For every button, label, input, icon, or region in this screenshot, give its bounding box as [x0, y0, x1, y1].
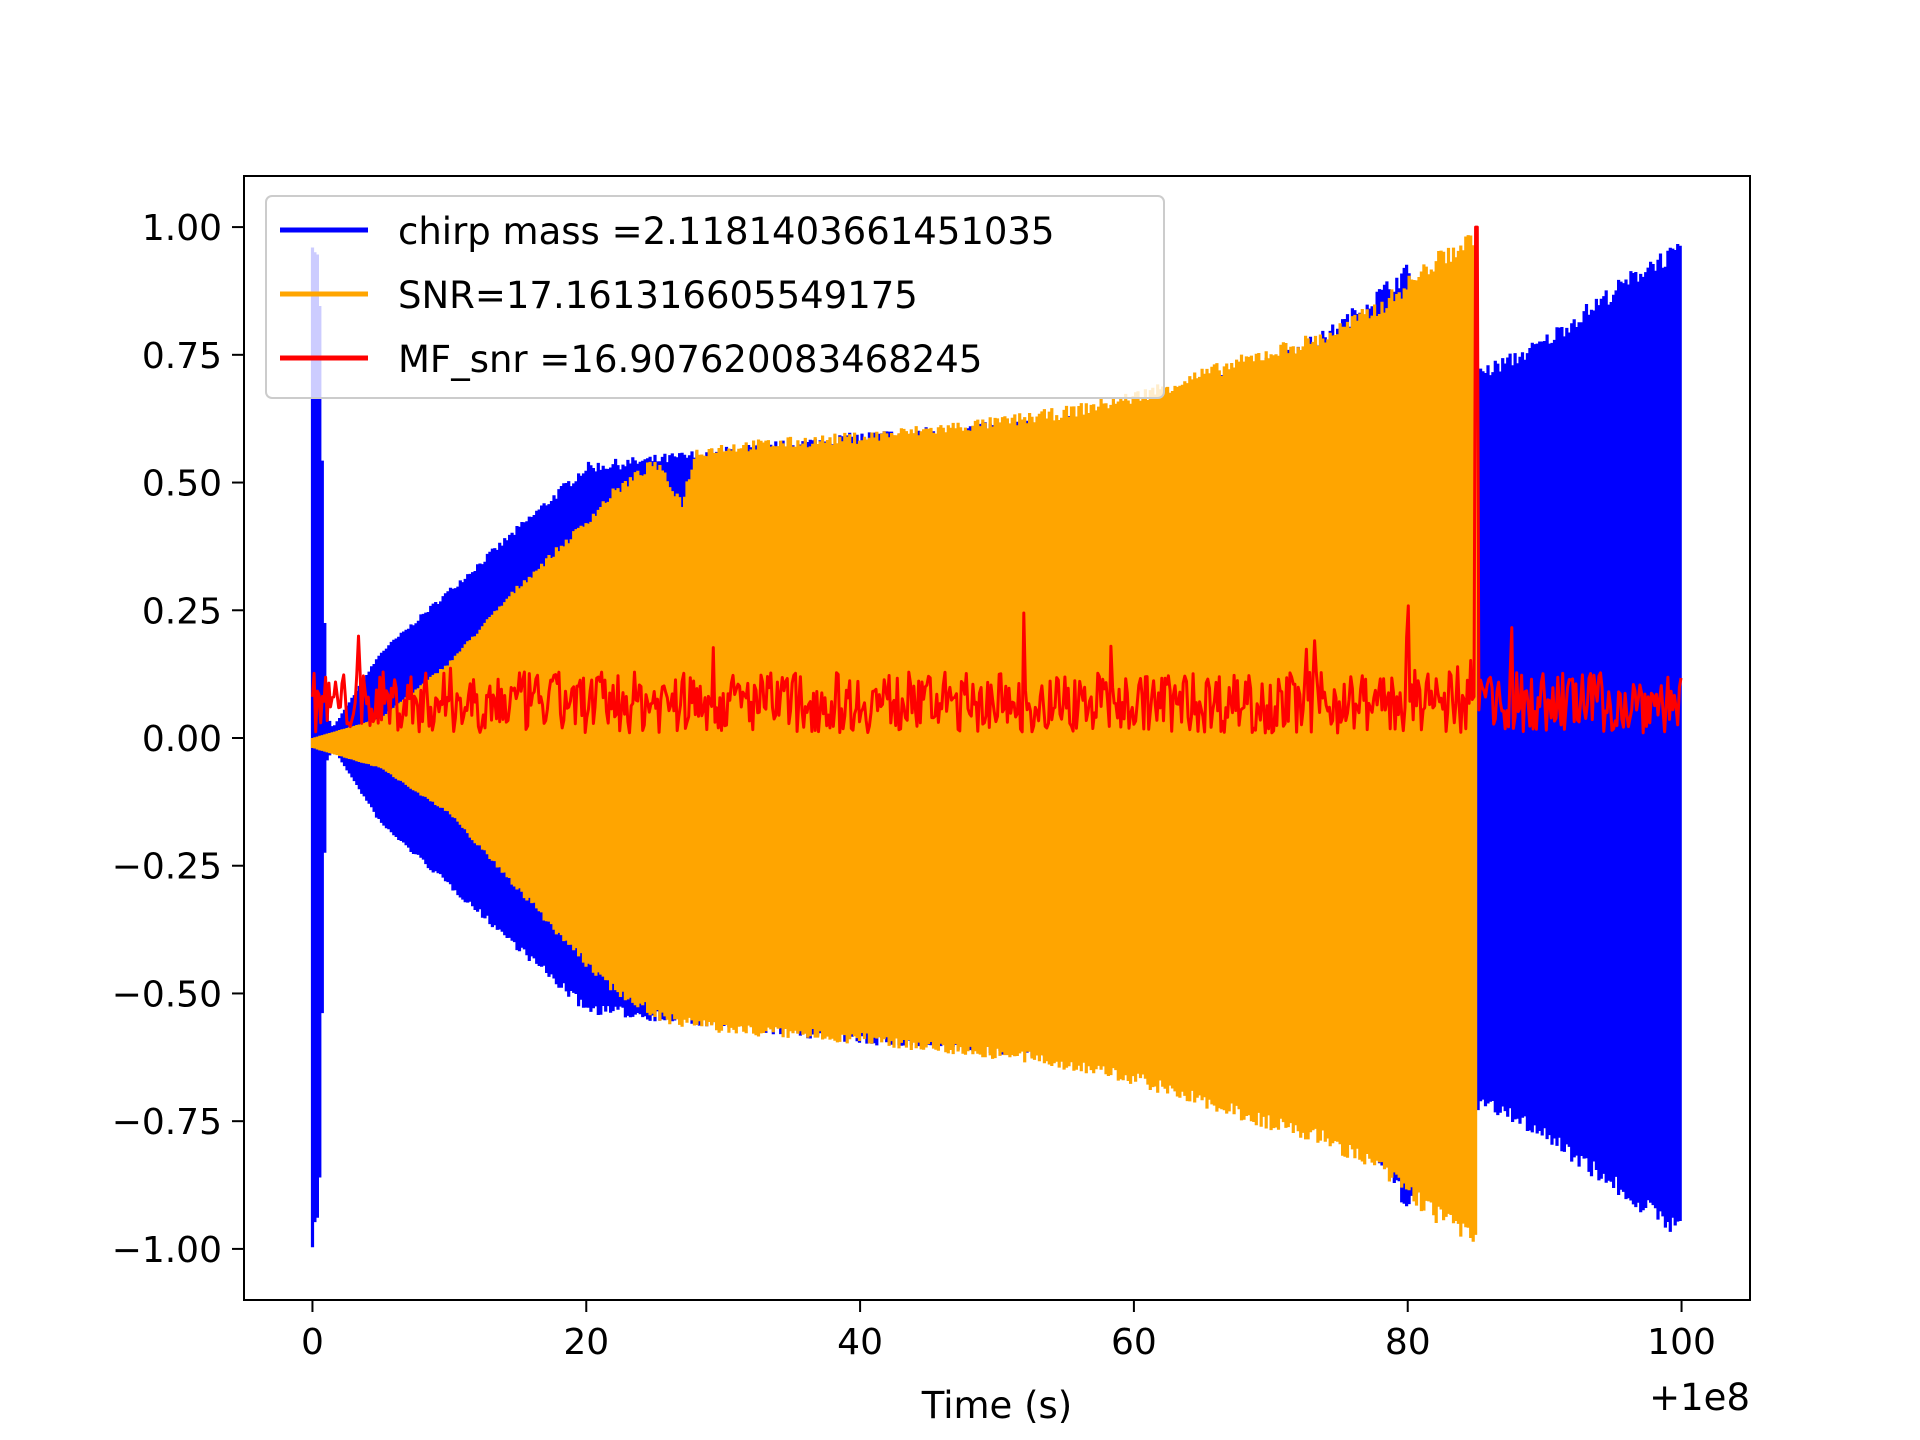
- x-tick-label: 100: [1647, 1322, 1716, 1363]
- x-offset-label: +1e8: [1649, 1376, 1750, 1419]
- y-axis: −1.00 −0.75 −0.50 −0.25 0.00 0.25 0.50 0.75 1.00: [112, 208, 244, 1271]
- x-tick-label: 0: [301, 1322, 324, 1363]
- y-tick-label: −0.75: [112, 1102, 222, 1143]
- series-layer: [310, 225, 1683, 1248]
- series-mf-snr-line: [311, 225, 1683, 735]
- y-tick-label: 0.75: [142, 336, 222, 377]
- y-tick-label: 0.50: [142, 464, 222, 505]
- y-tick-label: 0.25: [142, 591, 222, 632]
- series-snr: [310, 235, 1478, 1242]
- x-tick-label: 40: [837, 1322, 883, 1363]
- series-mf-snr: [311, 225, 1683, 735]
- legend: chirp mass =2.1181403661451035 SNR=17.16…: [265, 195, 1165, 399]
- y-tick-label: −0.25: [112, 847, 222, 888]
- x-tick-label: 60: [1111, 1322, 1157, 1363]
- legend-label-chirp-mass: chirp mass =2.1181403661451035: [398, 210, 1055, 253]
- x-axis: 0 20 40 60 80 100: [301, 1300, 1716, 1363]
- legend-label-mf-snr: MF_snr =16.907620083468245: [398, 338, 982, 381]
- legend-box: [265, 195, 1165, 399]
- y-tick-label: 1.00: [142, 208, 222, 249]
- y-tick-label: −0.50: [112, 974, 222, 1015]
- x-tick-label: 20: [563, 1322, 609, 1363]
- y-tick-label: 0.00: [142, 719, 222, 760]
- x-tick-label: 80: [1385, 1322, 1431, 1363]
- y-tick-label: −1.00: [112, 1230, 222, 1271]
- x-axis-label: Time (s): [921, 1384, 1072, 1427]
- series-snr-line: [310, 235, 1478, 1242]
- legend-label-snr: SNR=17.161316605549175: [398, 274, 918, 317]
